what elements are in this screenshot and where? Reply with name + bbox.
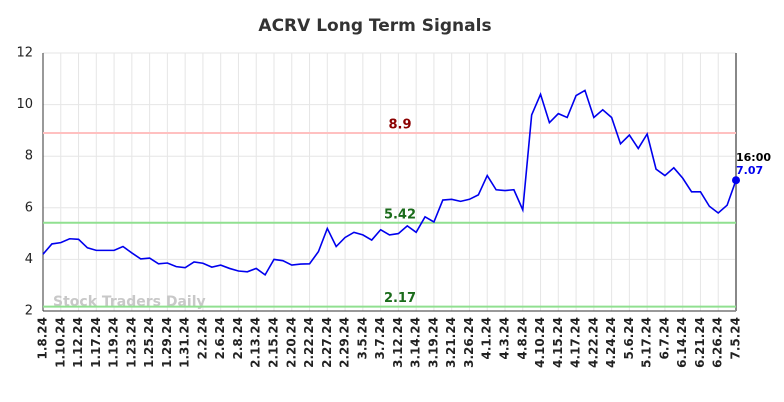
- x-tick-label: 7.5.24: [729, 317, 743, 360]
- x-tick-label: 6.21.24: [693, 317, 707, 368]
- last-value: 7.07: [736, 164, 763, 177]
- x-tick-label: 4.1.24: [480, 317, 494, 360]
- x-tick-label: 1.17.24: [89, 317, 103, 368]
- x-tick-label: 4.22.24: [586, 317, 600, 368]
- x-tick-label: 2.22.24: [302, 317, 316, 368]
- last-point: [732, 176, 740, 185]
- x-tick-label: 2.13.24: [249, 317, 263, 368]
- x-tick-label: 1.23.24: [124, 317, 138, 368]
- x-tick-label: 2.29.24: [338, 317, 352, 368]
- x-tick-label: 4.10.24: [533, 317, 547, 368]
- x-tick-label: 6.26.24: [711, 317, 725, 368]
- y-tick-label: 6: [25, 200, 33, 215]
- x-tick-label: 6.14.24: [675, 317, 689, 368]
- x-tick-label: 1.10.24: [53, 317, 67, 368]
- x-tick-label: 6.7.24: [657, 317, 671, 360]
- price-line: [42, 89, 737, 277]
- x-tick-label: 4.24.24: [604, 317, 618, 368]
- reference-label: 2.17: [384, 291, 416, 306]
- y-tick-label: 12: [16, 46, 33, 61]
- y-tick-label: 10: [16, 97, 33, 112]
- x-tick-label: 2.15.24: [267, 317, 281, 368]
- x-tick-label: 4.8.24: [515, 317, 529, 360]
- y-tick-label: 4: [25, 252, 33, 267]
- x-tick-label: 1.19.24: [107, 317, 121, 368]
- x-tick-label: 4.3.24: [498, 317, 512, 360]
- x-tick-label: 2.6.24: [213, 317, 227, 360]
- x-tick-label: 3.5.24: [355, 317, 369, 360]
- x-tick-label: 3.14.24: [409, 317, 423, 368]
- reference-label: 5.42: [384, 207, 416, 222]
- x-tick-label: 4.17.24: [569, 317, 583, 368]
- x-tick-label: 1.12.24: [71, 317, 85, 368]
- x-tick-label: 4.15.24: [551, 317, 565, 368]
- x-tick-label: 2.8.24: [231, 317, 245, 360]
- y-tick-label: 2: [25, 304, 33, 319]
- last-time: 16:00: [736, 151, 771, 164]
- x-tick-label: 3.21.24: [444, 317, 458, 368]
- x-tick-label: 1.31.24: [178, 317, 192, 368]
- x-tick-label: 3.26.24: [462, 317, 476, 368]
- x-tick-label: 3.19.24: [426, 317, 440, 368]
- x-tick-label: 1.29.24: [160, 317, 174, 368]
- x-tick-label: 2.2.24: [195, 317, 209, 360]
- x-tick-label: 2.27.24: [320, 317, 334, 368]
- x-tick-label: 1.25.24: [142, 317, 156, 368]
- reference-label: 8.9: [388, 117, 411, 132]
- x-tick-label: 1.8.24: [36, 317, 50, 360]
- x-tick-label: 5.17.24: [640, 317, 654, 368]
- x-tick-label: 2.20.24: [284, 317, 298, 368]
- x-tick-label: 3.7.24: [373, 317, 387, 360]
- y-tick-label: 8: [25, 149, 33, 164]
- x-tick-label: 5.6.24: [622, 317, 636, 360]
- x-tick-label: 3.12.24: [391, 317, 405, 368]
- chart-title: ACRV Long Term Signals: [258, 16, 491, 36]
